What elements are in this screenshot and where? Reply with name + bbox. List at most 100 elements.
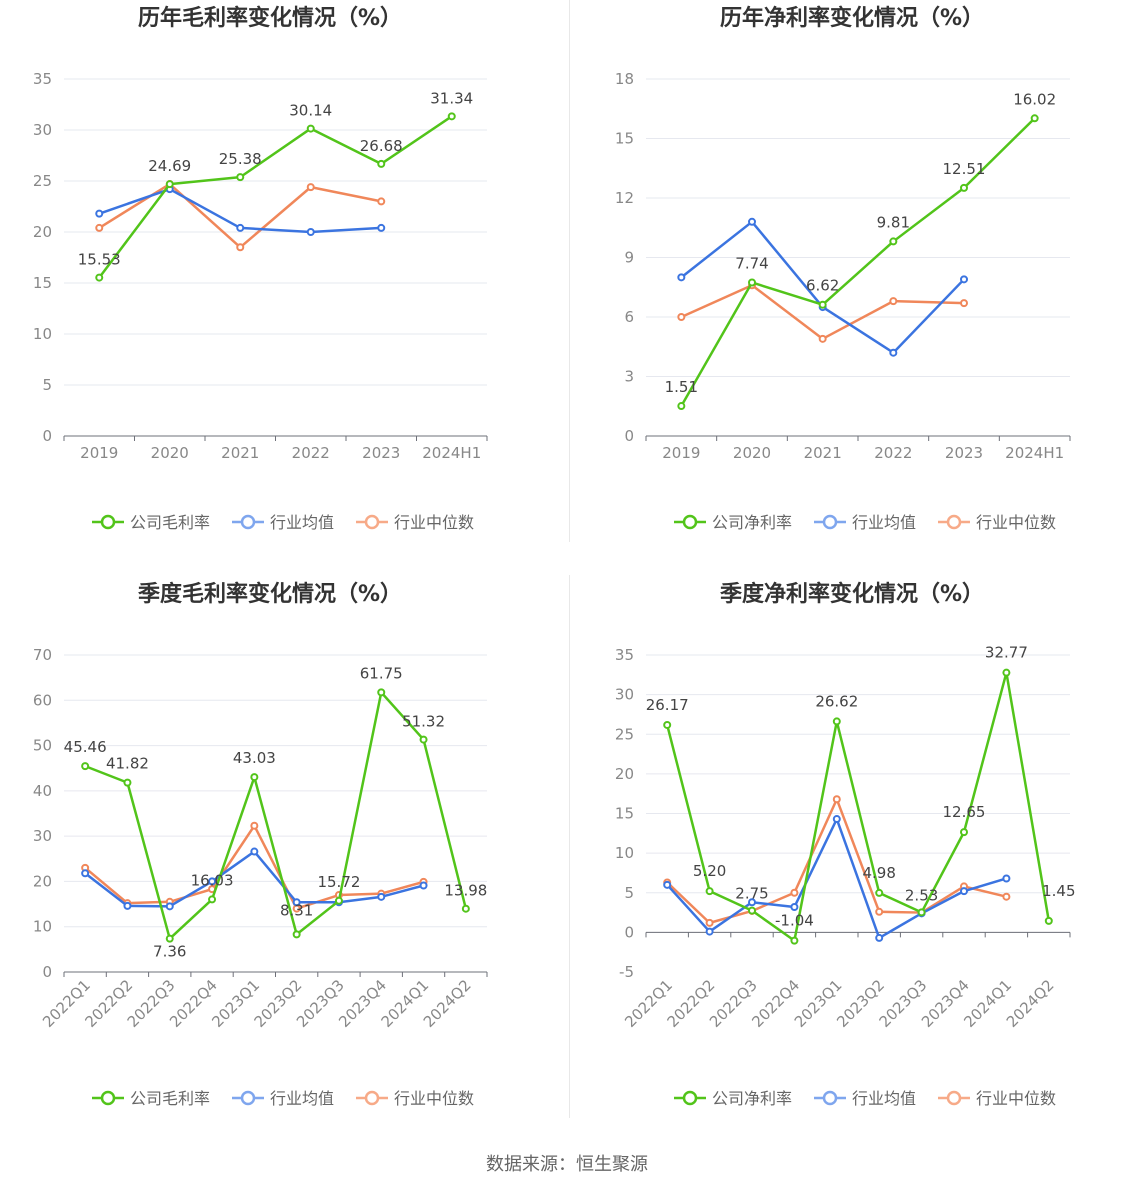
legend-marker — [100, 1090, 116, 1106]
data-label: 7.36 — [153, 943, 186, 961]
data-label: 31.34 — [430, 89, 473, 107]
chart-title: 季度毛利率变化情况（%） — [138, 581, 402, 607]
series-line — [84, 824, 424, 910]
data-point — [875, 933, 884, 942]
y-tick-label: -5 — [619, 963, 634, 981]
data-point — [705, 918, 714, 927]
legend-item: 行业均值 — [232, 1089, 334, 1108]
data-point — [832, 717, 841, 726]
legend-marker — [364, 514, 380, 530]
data-point — [306, 124, 315, 133]
x-tick-label: 2019 — [662, 444, 700, 462]
data-point — [960, 828, 968, 837]
x-tick-label: 2023 — [945, 444, 983, 462]
y-tick-label: 30 — [33, 121, 52, 139]
legend-item: 行业中位数 — [938, 1089, 1056, 1108]
data-point — [960, 887, 968, 896]
data-point — [81, 869, 90, 878]
data-label: 4.98 — [862, 864, 895, 882]
y-tick-label: 60 — [33, 691, 52, 709]
data-point — [748, 898, 756, 907]
data-point — [95, 273, 104, 282]
x-tick-label: 2022 — [874, 444, 912, 462]
y-tick-label: 70 — [33, 646, 52, 664]
data-label: 7.74 — [735, 254, 768, 272]
data-label: 12.65 — [943, 803, 986, 821]
data-point — [250, 821, 259, 830]
chart-title: 历年毛利率变化情况（%） — [138, 5, 402, 31]
data-point — [292, 898, 301, 907]
data-point — [705, 887, 714, 896]
y-tick-label: 3 — [624, 368, 634, 386]
legend-item: 行业中位数 — [356, 1089, 474, 1108]
y-tick-label: 20 — [33, 872, 52, 890]
data-point — [790, 936, 799, 945]
y-tick-label: 15 — [615, 805, 634, 823]
y-tick-label: 9 — [624, 249, 634, 267]
legend-marker — [100, 514, 116, 530]
data-point — [663, 880, 672, 889]
data-label: 26.17 — [646, 696, 689, 714]
data-point — [1002, 874, 1011, 883]
data-label: 45.46 — [64, 738, 107, 756]
data-point — [917, 908, 926, 917]
data-label: 13.98 — [444, 882, 487, 900]
data-label: 25.38 — [219, 150, 262, 168]
x-tick-label: 2024H1 — [422, 444, 481, 462]
data-label: 41.82 — [106, 755, 149, 773]
legend-label: 公司净利率 — [712, 513, 792, 532]
data-label: 26.62 — [815, 692, 858, 710]
y-tick-label: 50 — [33, 737, 52, 755]
data-point — [165, 934, 174, 943]
chart-3: 季度毛利率变化情况（%）0102030405060702022Q12022Q22… — [33, 581, 488, 1108]
chart-title: 季度净利率变化情况（%） — [720, 581, 984, 607]
data-point — [250, 773, 259, 782]
legend-marker — [364, 1090, 380, 1106]
data-label: 8.31 — [280, 901, 313, 919]
data-point — [818, 300, 827, 309]
y-tick-label: 12 — [615, 189, 634, 207]
legend-item: 行业均值 — [814, 1089, 916, 1108]
data-point — [208, 895, 217, 904]
x-tick-label: 2024H1 — [1005, 444, 1064, 462]
data-label: 32.77 — [985, 644, 1028, 662]
legend-marker — [682, 514, 698, 530]
data-point — [1002, 668, 1011, 677]
data-point — [236, 223, 245, 232]
data-point — [95, 209, 104, 218]
panel-divider-top — [569, 0, 570, 542]
data-point — [875, 907, 884, 916]
legend-marker — [822, 1090, 838, 1106]
data-label: 24.69 — [148, 157, 191, 175]
data-point — [250, 847, 259, 856]
legend-label: 行业均值 — [852, 1089, 916, 1108]
legend-label: 行业中位数 — [394, 513, 474, 532]
data-point — [960, 183, 968, 192]
legend-item: 公司净利率 — [674, 513, 792, 532]
x-tick-label: 2021 — [804, 444, 842, 462]
y-tick-label: 35 — [615, 646, 634, 664]
legend-item: 行业中位数 — [938, 513, 1056, 532]
y-tick-label: 25 — [33, 172, 52, 190]
chart-title: 历年净利率变化情况（%） — [720, 5, 984, 31]
data-point — [461, 904, 470, 913]
y-tick-label: 6 — [624, 308, 634, 326]
y-tick-label: 35 — [33, 70, 52, 88]
legend-label: 行业中位数 — [976, 1089, 1056, 1108]
data-label: 1.45 — [1042, 882, 1075, 900]
y-tick-label: 18 — [615, 70, 634, 88]
legend-item: 行业中位数 — [356, 513, 474, 532]
data-label: 2.53 — [905, 886, 938, 904]
data-label: 26.68 — [360, 137, 403, 155]
y-tick-label: 0 — [624, 923, 634, 941]
legend-label: 公司净利率 — [712, 1089, 792, 1108]
legend-label: 行业中位数 — [394, 1089, 474, 1108]
data-source-note: 数据来源：恒生聚源 — [486, 1154, 648, 1175]
legend-item: 公司毛利率 — [92, 513, 210, 532]
y-tick-label: 15 — [615, 130, 634, 148]
chart-1: 历年毛利率变化情况（%） 0 5 10 15 20 25 30 35 2019 2020 2021 20… — [33, 5, 488, 532]
data-point — [306, 228, 315, 236]
data-point — [832, 795, 841, 804]
y-tick-label: 40 — [33, 782, 52, 800]
data-label: 61.75 — [360, 664, 403, 682]
